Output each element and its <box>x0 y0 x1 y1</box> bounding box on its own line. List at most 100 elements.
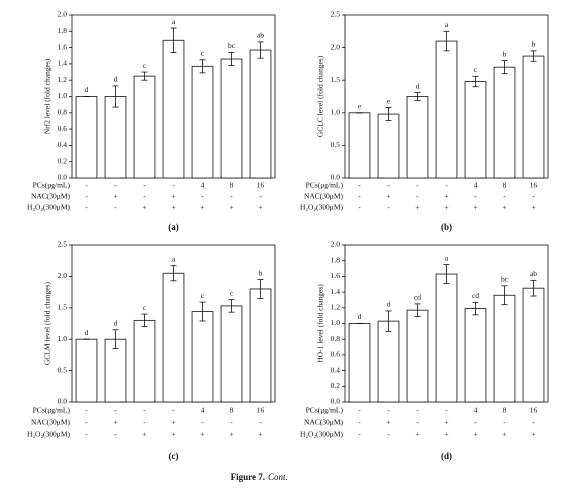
y-tick-label: 0.4 <box>331 365 341 374</box>
significance-letter: bc <box>228 41 236 50</box>
y-tick-label: 1.6 <box>331 271 341 280</box>
y-axis-label: Nrf2 level (fold changes) <box>43 58 52 134</box>
treatment-cell: + <box>113 418 117 427</box>
significance-letter: e <box>387 96 391 105</box>
treatment-cell: - <box>85 406 88 415</box>
bar <box>406 96 429 179</box>
treatment-cell: - <box>445 406 448 415</box>
bar <box>435 40 458 179</box>
significance-letter: d <box>114 75 118 84</box>
y-tick-label: 1.4 <box>331 287 341 296</box>
treatment-cell: 8 <box>230 181 234 190</box>
treatment-cell: - <box>259 418 262 427</box>
treatment-label: PCs(μg/mL) <box>33 181 71 190</box>
treatment-cell: - <box>358 406 361 415</box>
treatment-cell: + <box>502 203 506 212</box>
treatment-cell: - <box>387 406 390 415</box>
bar <box>220 58 243 179</box>
treatment-cell: - <box>143 192 146 201</box>
significance-letter: cd <box>472 291 479 300</box>
treatment-cell: + <box>386 418 390 427</box>
panel-label: (a) <box>168 222 179 232</box>
treatment-cell: + <box>171 418 175 427</box>
caption-label: Figure 7. <box>231 472 265 482</box>
treatment-cell: + <box>444 192 448 201</box>
treatment-cell: 4 <box>474 181 478 190</box>
treatment-cell: + <box>258 430 262 439</box>
significance-letter: a <box>445 20 449 29</box>
y-tick-label: 2.5 <box>58 240 68 249</box>
y-tick-label: 0.0 <box>58 173 68 182</box>
treatment-cell: 4 <box>201 181 205 190</box>
treatment-cell: 16 <box>530 406 538 415</box>
treatment-cell: - <box>358 192 361 201</box>
treatment-label: NAC(30μM) <box>304 192 344 201</box>
treatment-label: H₂O₂(300μM) <box>300 203 343 212</box>
treatment-cell: - <box>143 418 146 427</box>
treatment-cell: 8 <box>503 406 507 415</box>
treatment-cell: - <box>387 430 390 439</box>
bar <box>162 272 185 403</box>
treatment-cell: + <box>200 203 204 212</box>
significance-letter: a <box>172 254 176 263</box>
significance-letter: b <box>532 40 536 49</box>
treatment-cell: - <box>474 192 477 201</box>
treatment-cell: - <box>85 418 88 427</box>
y-tick-label: 2.0 <box>331 42 341 51</box>
significance-letter: c <box>201 49 205 58</box>
treatment-cell: - <box>503 192 506 201</box>
significance-letter: cd <box>414 293 421 302</box>
y-tick-label: 1.8 <box>58 26 68 35</box>
treatment-cell: 4 <box>474 406 478 415</box>
treatment-cell: + <box>386 192 390 201</box>
treatment-cell: - <box>445 181 448 190</box>
significance-letter: ab <box>257 31 264 40</box>
treatment-cell: + <box>444 430 448 439</box>
treatment-cell: - <box>416 181 419 190</box>
bar <box>522 55 545 179</box>
treatment-cell: - <box>474 418 477 427</box>
bar <box>348 112 371 179</box>
bar <box>191 65 214 179</box>
treatment-label: PCs(μg/mL) <box>306 181 344 190</box>
y-tick-label: 0.6 <box>58 124 68 133</box>
y-tick-label: 1.4 <box>58 59 68 68</box>
y-tick-label: 1.6 <box>58 42 68 51</box>
significance-letter: b <box>503 49 507 58</box>
y-tick-label: 0.8 <box>331 334 341 343</box>
treatment-cell: - <box>143 406 146 415</box>
treatment-cell: - <box>85 192 88 201</box>
treatment-cell: + <box>200 430 204 439</box>
treatment-cell: - <box>201 192 204 201</box>
y-tick-label: 1.2 <box>331 303 341 312</box>
bar <box>162 39 185 179</box>
treatment-cell: 8 <box>503 181 507 190</box>
treatment-cell: + <box>142 203 146 212</box>
significance-letter: bc <box>501 275 509 284</box>
treatment-cell: + <box>229 203 233 212</box>
treatment-cell: + <box>531 430 535 439</box>
treatment-cell: 16 <box>257 406 265 415</box>
treatment-cell: + <box>473 203 477 212</box>
significance-letter: a <box>445 253 449 262</box>
y-tick-label: 2.0 <box>58 271 68 280</box>
treatment-label: PCs(μg/mL) <box>33 406 71 415</box>
treatment-cell: - <box>358 181 361 190</box>
bar <box>249 49 272 179</box>
treatment-cell: - <box>172 406 175 415</box>
y-tick-label: 0.2 <box>331 381 341 390</box>
treatment-cell: - <box>416 406 419 415</box>
treatment-label: H₂O₂(300μM) <box>27 203 70 212</box>
bar <box>75 338 98 403</box>
panel-label: (b) <box>441 222 452 232</box>
bar <box>435 273 458 403</box>
treatment-cell: + <box>444 418 448 427</box>
significance-letter: d <box>114 318 118 327</box>
treatment-cell: - <box>114 430 117 439</box>
significance-letter: a <box>172 17 176 26</box>
treatment-cell: + <box>415 203 419 212</box>
treatment-cell: - <box>416 418 419 427</box>
treatment-cell: - <box>201 418 204 427</box>
bar <box>220 305 243 403</box>
treatment-cell: - <box>503 418 506 427</box>
